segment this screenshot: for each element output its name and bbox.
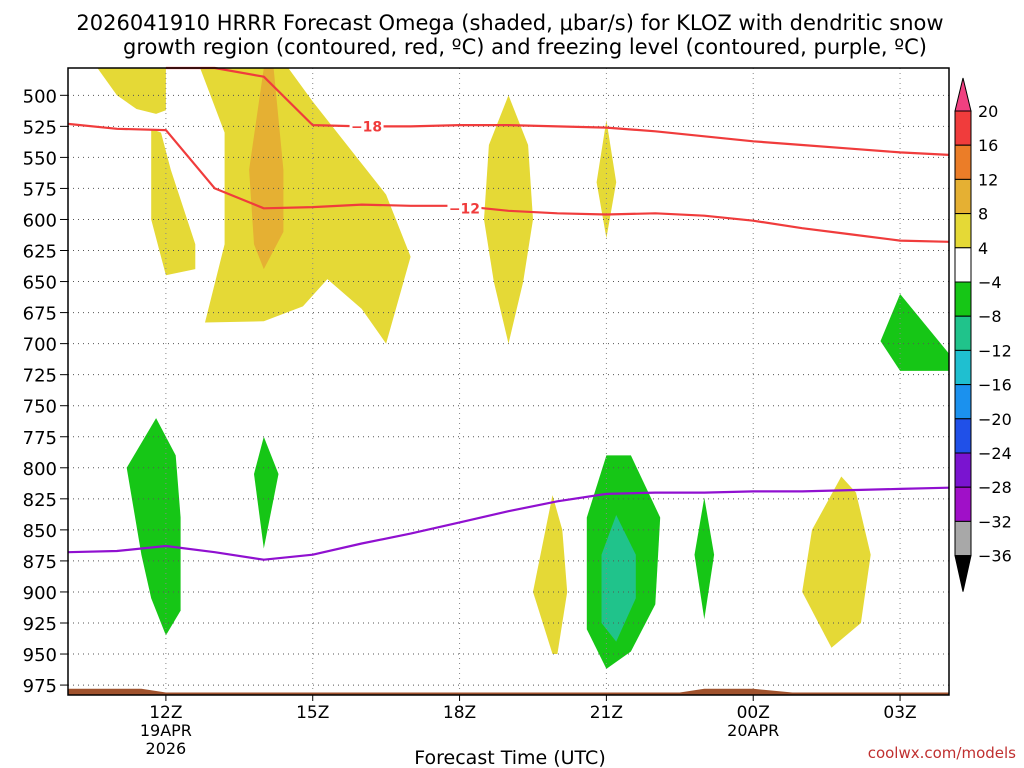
colorbar-segment-10 [954,418,972,454]
y-tick-label-850: 850 [23,521,57,542]
colorbar-label-2: 12 [978,170,998,189]
terrain-strip [68,688,949,695]
colorbar-label-0: 20 [978,102,998,121]
colorbar-segment-6 [954,281,972,317]
colorbar-label-13: −36 [978,547,1012,566]
colorbar: 20 16 12 8 4 −4 −8 −12 −16 −20 −24 −28 −32 −36 [954,77,1012,592]
yellow-region-01z [802,476,871,648]
contour-line-freezing_level [67,486,950,561]
y-tick-label-875: 875 [23,552,57,573]
x-tick-label-12Z: 12Z [149,703,182,723]
colorbar-segment-12 [954,486,972,522]
colorbar-label-1: 16 [978,136,998,155]
gridlines [68,68,949,695]
y-tick-label-800: 800 [23,459,57,480]
colorbar-label-9: −20 [978,410,1012,429]
colorbar-arrow-bottom [954,555,972,592]
yellow-region-20z [533,495,568,654]
y-tick-label-650: 650 [23,273,57,294]
colorbar-segment-7 [954,315,972,351]
yellow-region-upper-main [200,68,411,344]
colorbar-label-11: −28 [978,478,1012,497]
y-tick-label-625: 625 [23,242,57,263]
chart-subtitle: growth region (contoured, red, ºC) and f… [123,35,927,59]
colorbar-segment-8 [954,349,972,386]
colorbar-label-4: 4 [978,239,988,258]
y-tick-label-575: 575 [23,179,57,200]
x-tick-label-15Z: 15Z [296,703,329,723]
teal-region-21z [601,515,636,642]
y-tick-label-775: 775 [23,428,57,449]
contour-label-bg-dgz_-18 [349,118,384,135]
colorbar-segment-13 [954,520,972,557]
y-tick-label-525: 525 [23,117,57,138]
colorbar-label-12: −32 [978,512,1012,531]
contour-lines: −18 −12 [67,66,950,561]
colorbar-segment-2 [954,144,972,180]
chart-title: 2026041910 HRRR Forecast Omega (shaded, … [76,11,943,35]
contour-label-dgz_-12: −12 [449,201,480,217]
plot-frame [67,67,950,696]
yellow-region-top-left [97,68,166,114]
y-tick-label-750: 750 [23,397,57,418]
contour-line-dgz_-12 [67,122,950,243]
yellow-region-left-column [151,128,196,276]
x-tick-sublabel-20APR: 20APR [727,721,779,740]
y-tick-label-975: 975 [23,676,57,697]
shaded-regions [97,68,949,669]
colorbar-label-6: −8 [978,307,1002,326]
y-tick-label-675: 675 [23,304,57,325]
x-tick-sublabel-2026: 2026 [146,739,187,758]
y-tick-label-600: 600 [23,210,57,231]
colorbar-segment-1 [954,110,972,146]
y-tick-label-725: 725 [23,366,57,387]
contour-line-dgz_-18 [165,66,950,156]
plot-area: −18 −12 [67,66,950,696]
x-tick-label-18Z: 18Z [443,703,476,723]
colorbar-label-8: −16 [978,376,1012,395]
green-region-top-right [880,294,949,371]
contour-label-dgz_-18: −18 [351,119,382,135]
colorbar-label-10: −24 [978,444,1012,463]
y-tick-label-950: 950 [23,645,57,666]
colorbar-label-5: −4 [978,273,1002,292]
credit-link[interactable]: coolwx.com/models [868,744,1016,762]
colorbar-label-7: −12 [978,341,1012,360]
orange-region [249,68,284,270]
y-tick-label-550: 550 [23,148,57,169]
colorbar-arrow-top [954,77,972,112]
colorbar-segment-3 [954,178,972,215]
colorbar-segment-4 [954,213,972,249]
y-tick-label-500: 500 [23,86,57,107]
x-tick-sublabel-19APR: 19APR [140,721,192,740]
y-tick-label-700: 700 [23,335,57,356]
y-axis: 500 525 550 575 600 625 650 675 700 725 750 775 800 8… [23,86,68,697]
y-tick-label-925: 925 [23,614,57,635]
colorbar-segment-5 [954,247,972,283]
colorbar-segment-9 [954,384,972,420]
green-region-12z [126,418,181,636]
y-tick-label-900: 900 [23,583,57,604]
x-tick-label-03Z: 03Z [883,703,916,723]
colorbar-label-3: 8 [978,205,988,224]
y-tick-label-825: 825 [23,490,57,511]
contour-label-bg-dgz_-12 [447,200,482,217]
terrain-layer [68,688,949,695]
x-tick-label-21Z: 21Z [590,703,623,723]
yellow-region-21z-top [596,120,617,239]
green-region-14z [254,436,279,549]
x-axis-label: Forecast Time (UTC) [414,747,605,768]
colorbar-segment-11 [954,452,972,488]
green-region-23z [694,497,715,620]
x-tick-label-00Z: 00Z [737,703,770,723]
